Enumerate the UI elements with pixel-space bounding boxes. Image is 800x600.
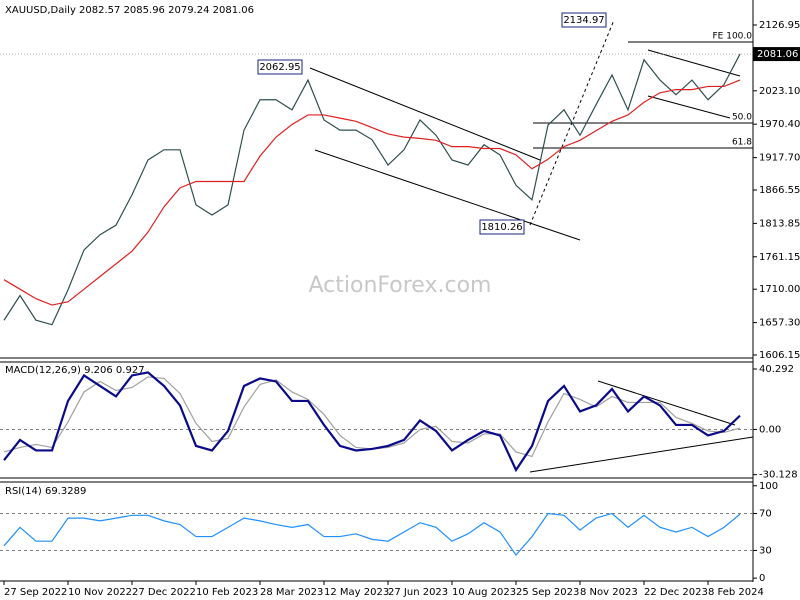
series-line — [3, 53, 741, 326]
fibo-label: 50.0 — [732, 113, 752, 123]
y-tick-label: 1813.85 — [759, 218, 800, 229]
trendline — [647, 95, 731, 119]
x-tick-label: 8 Feb 2024 — [708, 587, 764, 598]
x-tick-label: 27 Dec 2022 — [132, 587, 196, 598]
annotation-box — [257, 59, 303, 75]
fibo-label: FE 100.0 — [713, 32, 753, 42]
series-line — [3, 512, 741, 557]
x-tick-label: 27 Sep 2022 — [4, 587, 67, 598]
trendline — [309, 67, 541, 161]
x-tick-label: 10 Feb 2023 — [196, 587, 258, 598]
trendline — [597, 380, 736, 426]
annotation: 2062.95 — [259, 62, 300, 73]
y-tick-label: 1657.30 — [759, 318, 800, 329]
annotation: 1810.26 — [481, 222, 522, 233]
y-tick-label: 100 — [759, 481, 778, 492]
x-tick-label: 12 May 2023 — [324, 587, 389, 598]
watermark: ActionForex.com — [309, 273, 492, 298]
y-tick-label: 40.292 — [759, 364, 794, 375]
trendline — [314, 149, 581, 241]
indicator-title: MACD(12,26,9) 9.206 0.927 — [5, 365, 145, 376]
annotation-box — [561, 12, 607, 28]
x-tick-label: 28 Mar 2023 — [260, 587, 323, 598]
y-tick-label: 2126.95 — [759, 20, 800, 31]
x-tick-label: 25 Sep 2023 — [516, 587, 579, 598]
y-tick-label: 1606.15 — [759, 350, 800, 361]
header: XAUUSD,Daily 2082.57 2085.96 2079.24 208… — [5, 5, 254, 16]
last-price-box — [753, 47, 800, 62]
y-tick-label: 0 — [759, 573, 765, 584]
last-price-label: 2081.06 — [757, 49, 798, 60]
annotation-box — [479, 219, 525, 235]
x-tick-label: 8 Nov 2023 — [580, 587, 638, 598]
y-tick-label: 0.00 — [759, 424, 781, 435]
series-line — [3, 371, 741, 473]
fibo-label: 61.8 — [732, 138, 752, 148]
x-tick-label: 10 Nov 2022 — [68, 587, 132, 598]
y-tick-label: -30.128 — [759, 470, 798, 481]
x-tick-label: 27 Jun 2023 — [388, 587, 448, 598]
y-tick-label: 30 — [759, 545, 772, 556]
y-tick-label: 1710.00 — [759, 284, 800, 295]
y-tick-label: 2023.10 — [759, 86, 800, 97]
y-tick-label: 1866.55 — [759, 185, 800, 196]
y-tick-label: 1970.40 — [759, 119, 800, 130]
y-tick-label: 1761.15 — [759, 252, 800, 263]
indicator-title: RSI(14) 69.3289 — [5, 486, 86, 497]
x-tick-label: 10 Aug 2023 — [452, 587, 516, 598]
trendline — [529, 436, 754, 473]
series-line — [3, 79, 741, 306]
x-tick-label: 22 Dec 2023 — [644, 587, 708, 598]
y-tick-label: 70 — [759, 508, 772, 519]
y-tick-label: 1917.70 — [759, 153, 800, 164]
annotation: 2134.97 — [563, 15, 604, 26]
